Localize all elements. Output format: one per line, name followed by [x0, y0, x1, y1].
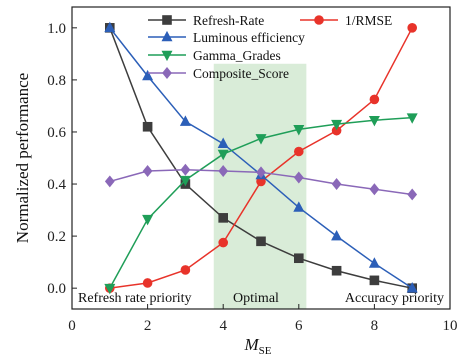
data-point — [293, 201, 305, 212]
y-tick-label: 0.8 — [47, 73, 66, 89]
legend-marker — [161, 30, 173, 42]
data-point — [218, 165, 229, 177]
legend-item: Gamma_Grades — [148, 48, 281, 63]
x-tick-label: 8 — [371, 318, 379, 334]
legend-item: Composite_Score — [148, 66, 289, 81]
series-gamma-grades — [104, 113, 418, 295]
data-point — [218, 213, 228, 223]
legend-marker — [314, 15, 324, 25]
legend-label: Refresh-Rate — [193, 13, 264, 28]
data-point — [180, 265, 191, 275]
optimal-region — [213, 63, 307, 309]
data-point — [406, 113, 418, 124]
y-tick-label: 0.2 — [47, 229, 66, 245]
x-tick-label: 4 — [219, 318, 227, 334]
data-point — [142, 69, 154, 81]
plot-frame — [71, 6, 451, 310]
data-point — [104, 283, 116, 295]
y-tick-label: 0.6 — [47, 125, 66, 141]
data-point — [180, 163, 191, 176]
data-point — [179, 175, 191, 187]
data-point — [407, 23, 418, 33]
data-point — [331, 229, 343, 241]
legend-item: 1/RMSE — [300, 13, 392, 28]
series-composite-score — [104, 163, 418, 201]
data-point — [142, 165, 153, 177]
data-point — [104, 175, 115, 188]
data-point — [293, 125, 305, 136]
data-point — [255, 134, 267, 145]
data-point — [293, 171, 304, 184]
annotation-refresh-rate-priority: Refresh rate priority — [78, 291, 192, 306]
legend-item: Luminous efficiency — [148, 30, 305, 45]
axis-ticks: 0 2 4 6 8 10 0.0 0.2 0.4 0.6 0.8 1.0 — [47, 21, 457, 334]
x-axis-title-subscript: SE — [259, 345, 272, 357]
data-point — [406, 282, 418, 293]
x-tick-label: 10 — [443, 318, 458, 334]
legend: Refresh-Rate 1/RMSE Luminous efficiency Gam… — [148, 13, 392, 81]
data-point — [368, 115, 380, 127]
data-point — [217, 137, 229, 148]
data-point — [368, 257, 380, 268]
data-point — [331, 119, 343, 131]
x-tick-label: 6 — [295, 318, 303, 334]
annotation-optimal: Optimal — [233, 291, 279, 306]
data-point — [218, 237, 228, 248]
data-point — [179, 115, 191, 126]
legend-marker — [161, 50, 173, 62]
y-tick-label: 0.0 — [47, 281, 66, 297]
x-tick-label: 0 — [68, 318, 76, 334]
data-point — [369, 275, 380, 286]
x-axis-title-main: M — [243, 335, 259, 354]
legend-marker — [162, 67, 172, 79]
series-1-rmse — [105, 23, 418, 293]
x-tick-label: 2 — [144, 318, 152, 334]
legend-label: Composite_Score — [193, 66, 289, 81]
data-point — [256, 236, 266, 247]
legend-label: Gamma_Grades — [193, 48, 281, 63]
series-layer — [104, 21, 418, 295]
data-point — [331, 265, 342, 276]
data-point — [217, 149, 229, 161]
data-point — [142, 278, 153, 288]
legend-label: 1/RMSE — [345, 13, 392, 28]
y-tick-label: 0.4 — [47, 177, 66, 193]
data-point — [369, 183, 380, 196]
data-point — [256, 166, 266, 179]
y-axis-title: Normalized performance — [13, 73, 32, 243]
legend-item: Refresh-Rate — [148, 13, 264, 28]
data-point — [142, 121, 153, 132]
data-point — [407, 188, 418, 201]
data-point — [293, 253, 304, 264]
data-point — [104, 21, 116, 33]
data-point — [293, 146, 304, 157]
data-point — [142, 214, 154, 226]
legend-label: Luminous efficiency — [193, 30, 305, 45]
annotation-accuracy-priority: Accuracy priority — [345, 291, 444, 306]
data-point — [331, 178, 342, 191]
x-axis-title: MSE — [243, 335, 271, 357]
legend-marker — [162, 15, 172, 25]
y-tick-label: 1.0 — [47, 21, 66, 37]
data-point — [369, 94, 380, 105]
